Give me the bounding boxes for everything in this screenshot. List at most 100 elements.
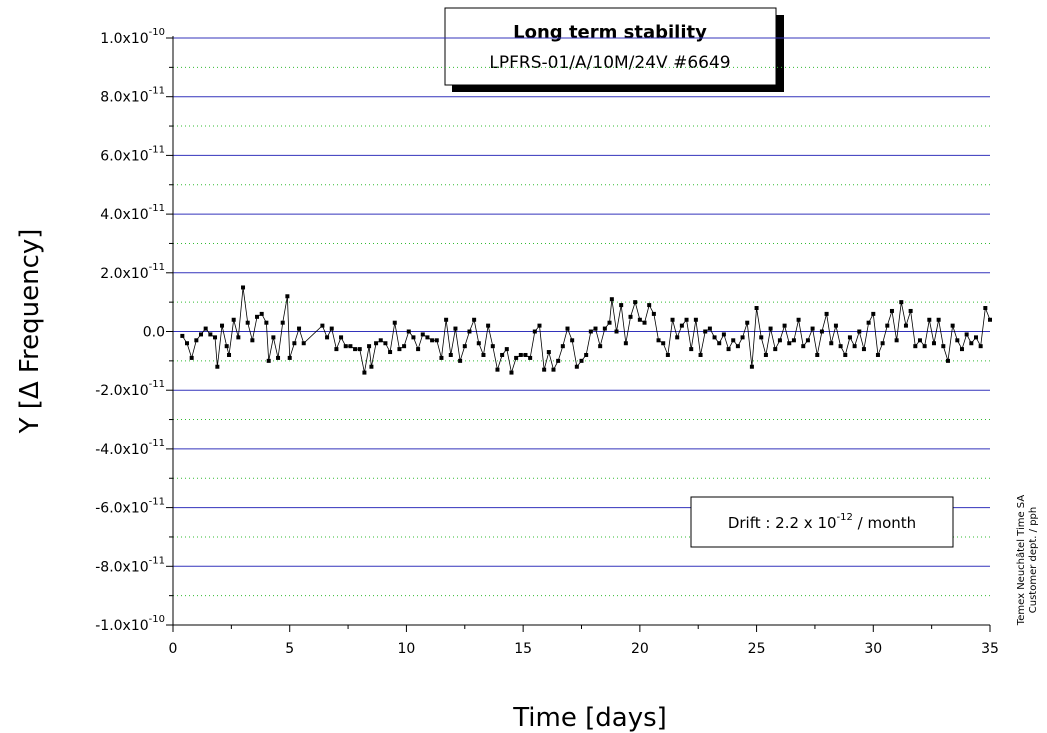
data-point — [726, 347, 731, 352]
data-point — [369, 364, 374, 369]
data-point — [763, 352, 768, 357]
data-point — [754, 306, 759, 311]
data-point — [462, 344, 467, 349]
y-axis-label: Y [Δ Frequency] — [15, 229, 45, 435]
data-point — [651, 311, 656, 316]
y-tick-exponent: -11 — [149, 86, 165, 97]
x-tick-label: 35 — [981, 641, 999, 657]
data-point — [264, 320, 269, 325]
y-tick-label: -8.0x10-11 — [95, 555, 165, 575]
data-point — [301, 341, 306, 346]
data-point — [420, 332, 425, 337]
data-point — [570, 338, 575, 343]
data-point — [574, 364, 579, 369]
data-point — [220, 323, 225, 328]
data-point — [495, 367, 500, 372]
data-point — [628, 314, 633, 319]
data-point — [329, 326, 334, 331]
y-tick-mantissa: -2.0x10 — [95, 383, 148, 399]
data-point — [297, 326, 302, 331]
data-point — [353, 347, 358, 352]
data-point — [941, 344, 946, 349]
data-point — [745, 320, 750, 325]
data-point — [453, 326, 458, 331]
y-tick-mantissa: -8.0x10 — [95, 559, 148, 575]
data-point — [805, 338, 810, 343]
y-tick-mantissa: 1.0x10 — [100, 31, 148, 47]
data-point — [609, 297, 614, 302]
data-point — [339, 335, 344, 340]
data-point — [665, 352, 670, 357]
data-point — [213, 335, 218, 340]
data-point — [633, 300, 638, 305]
data-point — [889, 308, 894, 313]
data-point — [565, 326, 570, 331]
drift-suffix: / month — [853, 514, 916, 532]
y-tick-mantissa: 2.0x10 — [100, 266, 148, 282]
y-tick-exponent: -10 — [149, 614, 165, 625]
data-point — [542, 367, 547, 372]
data-point — [255, 314, 260, 319]
data-line — [181, 287, 991, 373]
data-point — [194, 338, 199, 343]
data-point — [388, 350, 393, 355]
data-point — [740, 335, 745, 340]
data-point — [397, 347, 402, 352]
data-point — [416, 347, 421, 352]
drift-text: Drift : 2.2 x 10 — [728, 514, 837, 532]
data-point — [199, 332, 204, 337]
data-point — [647, 303, 652, 308]
data-point — [782, 323, 787, 328]
data-point — [679, 323, 684, 328]
data-point — [180, 333, 185, 338]
data-point — [731, 338, 736, 343]
data-point — [619, 303, 624, 308]
x-tick-label: 15 — [514, 641, 532, 657]
y-tick-exponent: -11 — [149, 555, 165, 566]
data-point — [551, 367, 556, 372]
x-tick-label: 30 — [864, 641, 882, 657]
data-point — [292, 341, 297, 346]
data-point — [357, 347, 362, 352]
drift-box — [690, 496, 954, 548]
data-point — [537, 323, 542, 328]
data-point — [945, 358, 950, 363]
y-tick-exponent: -11 — [149, 262, 165, 273]
y-tick-exponent: -11 — [149, 438, 165, 449]
data-point — [189, 355, 194, 360]
data-point — [969, 341, 974, 346]
data-point — [472, 317, 477, 322]
data-point — [276, 355, 281, 360]
chart-title: Long term stability — [513, 22, 707, 43]
data-point — [245, 320, 250, 325]
data-point — [266, 358, 271, 363]
data-point — [810, 326, 815, 331]
data-point — [259, 311, 264, 316]
data-point — [885, 323, 890, 328]
data-point — [964, 332, 969, 337]
data-point — [698, 352, 703, 357]
y-tick-label: -2.0x10-11 — [95, 379, 165, 399]
data-point — [518, 352, 523, 357]
data-point — [481, 352, 486, 357]
data-point — [852, 344, 857, 349]
data-point — [894, 338, 899, 343]
data-point — [528, 355, 533, 360]
y-tick-label: 2.0x10-11 — [100, 262, 165, 282]
data-point — [378, 338, 383, 343]
data-point — [735, 344, 740, 349]
data-point — [320, 323, 325, 328]
data-point — [532, 329, 537, 334]
data-point — [931, 341, 936, 346]
drift-annotation: Drift : 2.2 x 10-12 / month — [728, 512, 916, 532]
data-point — [773, 347, 778, 352]
data-point — [661, 341, 666, 346]
data-point — [224, 344, 229, 349]
data-point — [588, 329, 593, 334]
y-tick-mantissa: -6.0x10 — [95, 501, 148, 517]
side-note: Temex Neuchâtel Time SA — [1015, 495, 1027, 627]
data-point — [607, 320, 612, 325]
data-point — [231, 317, 236, 322]
data-point — [343, 344, 348, 349]
y-tick-label: -4.0x10-11 — [95, 438, 165, 458]
